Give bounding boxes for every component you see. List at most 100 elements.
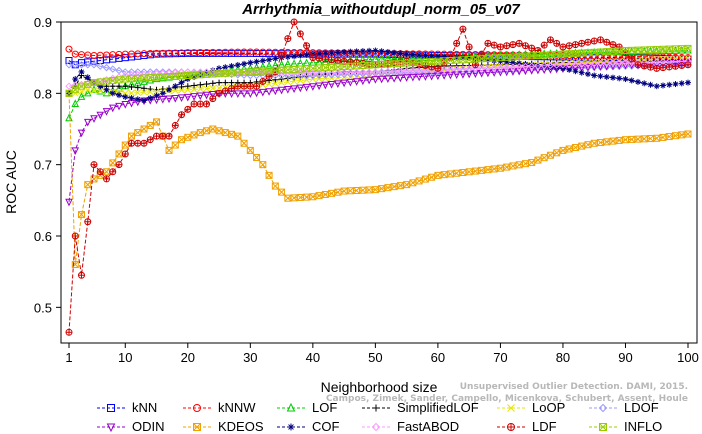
data-point bbox=[266, 56, 273, 63]
data-point bbox=[528, 44, 536, 52]
data-point bbox=[409, 66, 417, 75]
data-point bbox=[140, 139, 148, 147]
data-point bbox=[578, 69, 585, 76]
data-point bbox=[453, 39, 461, 47]
data-point bbox=[84, 74, 91, 81]
data-point bbox=[621, 61, 630, 70]
data-point bbox=[509, 41, 517, 49]
data-point bbox=[196, 85, 204, 93]
data-point bbox=[459, 25, 467, 33]
data-point bbox=[484, 69, 492, 78]
data-point bbox=[496, 43, 504, 51]
data-point bbox=[615, 59, 623, 67]
data-point bbox=[421, 175, 429, 183]
data-point bbox=[590, 63, 599, 72]
data-point bbox=[215, 89, 223, 97]
data-point bbox=[316, 50, 323, 57]
data-point bbox=[365, 68, 373, 76]
data-point bbox=[521, 42, 529, 50]
data-point bbox=[597, 73, 604, 80]
data-point bbox=[609, 62, 617, 71]
data-point bbox=[65, 89, 73, 97]
data-point bbox=[415, 66, 423, 75]
data-point bbox=[346, 78, 355, 87]
data-point bbox=[378, 185, 386, 193]
legend-label: kNNW bbox=[218, 400, 256, 415]
legend-swatch bbox=[97, 423, 125, 432]
data-point bbox=[216, 79, 223, 86]
data-point bbox=[603, 48, 611, 56]
data-point bbox=[234, 82, 242, 90]
legend-item-odin: ODIN bbox=[96, 419, 165, 434]
data-point bbox=[653, 64, 661, 72]
data-point bbox=[584, 38, 592, 46]
data-point bbox=[153, 132, 161, 140]
data-point bbox=[327, 81, 336, 89]
data-point bbox=[197, 81, 204, 88]
data-point bbox=[221, 129, 229, 137]
data-point bbox=[171, 141, 179, 149]
legend-label: ODIN bbox=[132, 419, 165, 434]
data-point bbox=[115, 161, 123, 169]
data-point bbox=[83, 88, 92, 97]
series-line-odin bbox=[68, 62, 689, 202]
data-point bbox=[653, 83, 660, 90]
legend-item-ldf: LDF bbox=[496, 419, 557, 434]
data-point bbox=[622, 76, 629, 83]
data-point bbox=[452, 65, 461, 73]
data-point bbox=[290, 85, 298, 93]
data-point bbox=[128, 89, 135, 97]
data-point bbox=[540, 61, 548, 70]
data-point bbox=[165, 73, 173, 81]
data-point bbox=[290, 18, 298, 26]
data-point bbox=[96, 168, 104, 176]
data-point bbox=[190, 93, 198, 101]
data-point bbox=[552, 61, 561, 69]
data-point bbox=[621, 58, 630, 67]
data-point bbox=[340, 63, 348, 71]
data-point bbox=[152, 68, 161, 76]
data-point bbox=[284, 86, 292, 94]
data-point bbox=[159, 68, 167, 76]
data-point bbox=[359, 48, 366, 55]
data-point bbox=[278, 188, 286, 196]
data-point bbox=[65, 57, 73, 65]
data-point bbox=[108, 104, 117, 113]
data-point bbox=[297, 52, 304, 59]
data-point bbox=[615, 62, 624, 70]
data-point bbox=[415, 177, 423, 185]
data-point bbox=[78, 211, 86, 219]
data-point bbox=[527, 62, 536, 70]
data-point bbox=[84, 218, 92, 226]
legend-item-cof: COF bbox=[276, 419, 339, 434]
data-point bbox=[90, 87, 98, 94]
data-point bbox=[565, 60, 573, 69]
data-point bbox=[140, 125, 148, 133]
data-point bbox=[534, 62, 542, 70]
data-point bbox=[184, 83, 191, 90]
data-point bbox=[647, 81, 654, 88]
data-point bbox=[384, 75, 392, 83]
data-point bbox=[215, 70, 223, 78]
data-point bbox=[502, 68, 511, 77]
data-point bbox=[65, 328, 73, 336]
data-point bbox=[572, 68, 579, 75]
data-point bbox=[171, 87, 179, 94]
x-tick-label: 20 bbox=[181, 350, 195, 365]
data-point bbox=[178, 86, 185, 94]
data-point bbox=[352, 68, 361, 77]
data-point bbox=[121, 150, 129, 158]
data-point bbox=[122, 93, 129, 100]
data-point bbox=[146, 75, 155, 84]
data-point bbox=[178, 111, 186, 119]
data-point bbox=[371, 68, 380, 76]
data-point bbox=[540, 154, 548, 162]
data-point bbox=[109, 168, 117, 176]
data-point bbox=[90, 85, 98, 93]
data-point bbox=[659, 60, 667, 69]
data-point bbox=[153, 92, 160, 99]
data-point bbox=[646, 135, 654, 143]
data-point bbox=[147, 86, 154, 93]
data-point bbox=[327, 69, 336, 77]
data-point bbox=[334, 57, 342, 65]
